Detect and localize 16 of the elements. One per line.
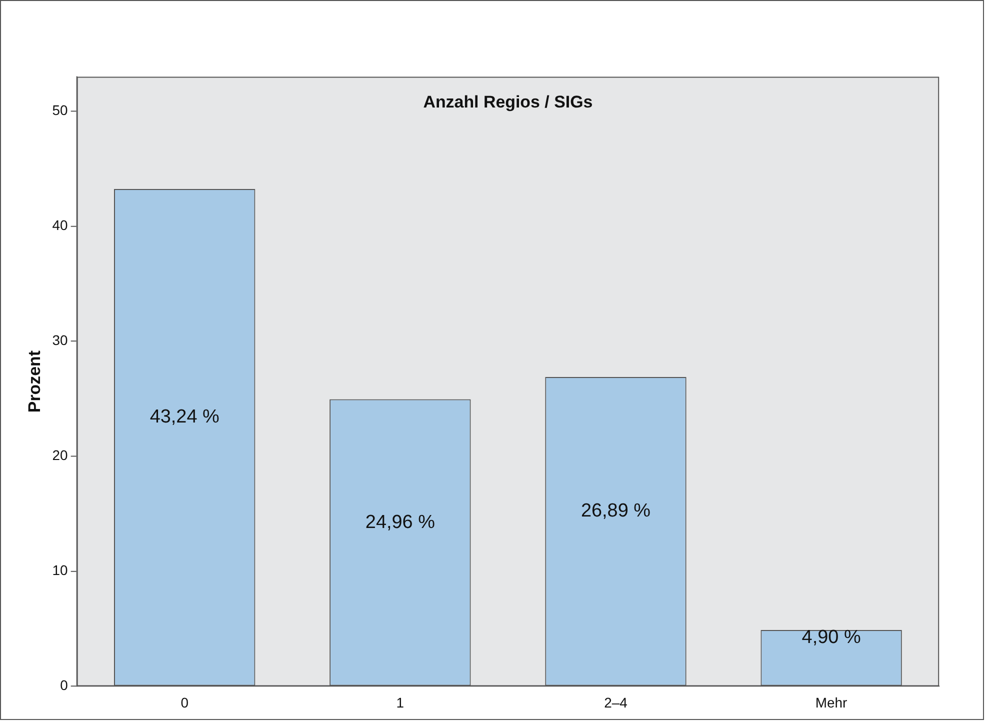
y-tick-label: 50 bbox=[52, 102, 68, 118]
y-tick-label: 40 bbox=[52, 217, 68, 234]
data-label: 24,96 % bbox=[365, 512, 436, 533]
x-tick-label: 2–4 bbox=[604, 694, 628, 710]
data-label: 43,24 % bbox=[150, 406, 220, 428]
x-tick-label: 1 bbox=[396, 694, 404, 710]
y-axis-title: Prozent bbox=[24, 350, 44, 413]
data-label: 4,90 % bbox=[802, 627, 861, 648]
y-tick-label: 10 bbox=[52, 562, 68, 578]
data-label: 26,89 % bbox=[580, 500, 651, 522]
text: Anzahl Regios / SIGs bbox=[423, 92, 593, 112]
x-tick-label: 0 bbox=[180, 694, 189, 710]
y-tick-label: 20 bbox=[52, 447, 68, 464]
y-tick-label: 30 bbox=[52, 332, 68, 348]
x-tick-label: Mehr bbox=[815, 694, 848, 710]
y-tick-label: 0 bbox=[60, 677, 68, 694]
